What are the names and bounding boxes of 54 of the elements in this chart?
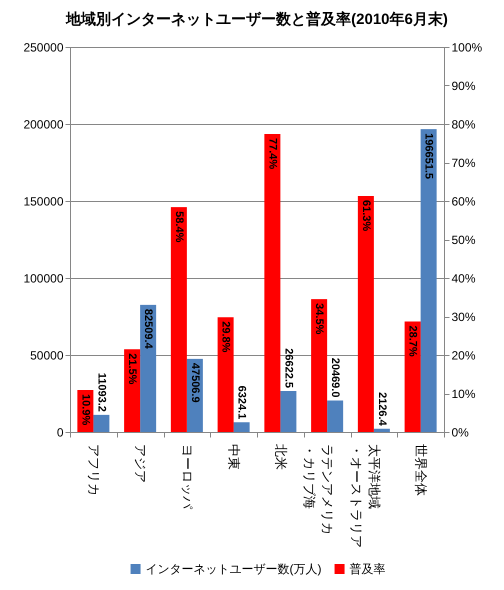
x-tick-label: ラテンアメリカ・カリブ海 bbox=[302, 444, 336, 535]
chart-title: 地域別インターネットユーザー数と普及率(2010年6月末) bbox=[65, 10, 448, 28]
data-label: 11093.2 bbox=[95, 372, 108, 412]
data-label: 77.4% bbox=[266, 138, 278, 170]
legend-label: インターネットユーザー数(万人) bbox=[146, 562, 322, 576]
y-tick-label: 250000 bbox=[23, 40, 64, 54]
bar bbox=[280, 391, 296, 432]
y2-tick-label: 80% bbox=[452, 118, 476, 132]
bar bbox=[420, 129, 437, 432]
y-tick-label: 100000 bbox=[23, 272, 64, 286]
y2-tick-label: 10% bbox=[452, 387, 476, 401]
x-tick-label: 中東 bbox=[226, 444, 242, 470]
y-tick-label: 200000 bbox=[23, 118, 64, 132]
y2-tick-label: 100% bbox=[452, 40, 483, 54]
bar bbox=[170, 207, 187, 432]
data-label: 21.5% bbox=[126, 353, 138, 385]
y2-tick-label: 50% bbox=[452, 233, 476, 247]
y2-tick-label: 60% bbox=[452, 194, 476, 208]
y2-tick-label: 0% bbox=[452, 426, 470, 440]
y2-tick-label: 90% bbox=[452, 79, 476, 93]
data-label: 34.5% bbox=[313, 303, 326, 335]
bar bbox=[327, 400, 344, 432]
data-label: 2126.4 bbox=[376, 392, 388, 427]
data-label: 196651.5 bbox=[422, 133, 435, 180]
x-tick-label: ヨーロッパ bbox=[180, 444, 195, 510]
x-tick-label: 北米 bbox=[273, 444, 288, 470]
bar bbox=[358, 196, 374, 432]
data-label: 28.7% bbox=[406, 326, 419, 357]
y-tick-label: 150000 bbox=[23, 194, 64, 208]
bar bbox=[311, 299, 328, 432]
data-label: 29.8% bbox=[220, 321, 232, 353]
data-label: 82509.4 bbox=[142, 308, 154, 350]
x-tick-label: アジア bbox=[133, 444, 148, 483]
data-label: 58.4% bbox=[172, 211, 185, 243]
legend-label: 普及率 bbox=[350, 562, 386, 576]
y2-tick-label: 30% bbox=[452, 310, 476, 324]
bar bbox=[234, 422, 250, 432]
bar bbox=[374, 428, 390, 432]
x-tick-label: 世界全体 bbox=[414, 444, 429, 496]
y2-tick-label: 40% bbox=[452, 272, 476, 286]
y-tick-label: 50000 bbox=[30, 348, 64, 362]
x-tick-label: 太平洋地域・オーストラリア bbox=[348, 444, 382, 548]
data-label: 20469.0 bbox=[329, 358, 342, 398]
data-label: 61.3% bbox=[360, 200, 372, 232]
y-tick-label: 0 bbox=[56, 426, 64, 440]
data-label: 6324.1 bbox=[236, 386, 248, 420]
x-tick-label: アフリカ bbox=[86, 444, 102, 496]
y2-tick-label: 70% bbox=[452, 156, 476, 170]
bar bbox=[218, 317, 234, 432]
data-label: 47506.9 bbox=[188, 362, 201, 403]
data-label: 26622.5 bbox=[282, 348, 294, 388]
bar bbox=[264, 134, 280, 432]
y2-tick-label: 20% bbox=[452, 348, 476, 362]
data-label: 10.9% bbox=[79, 394, 92, 426]
